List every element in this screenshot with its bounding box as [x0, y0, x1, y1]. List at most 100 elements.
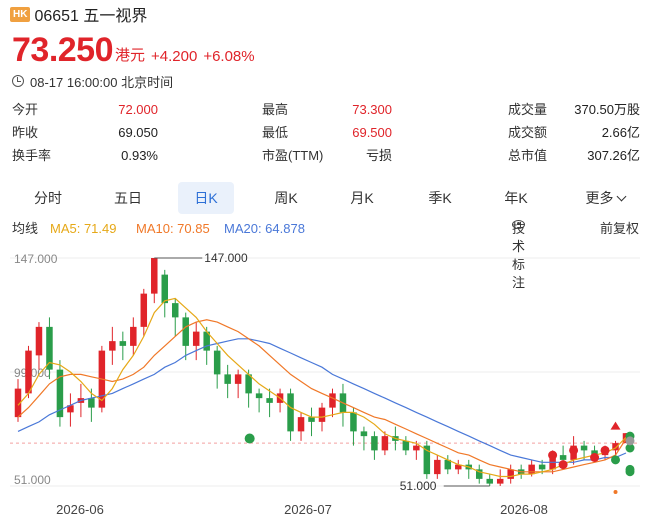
y-tick-label: 99.000	[14, 366, 51, 380]
candle-body	[538, 464, 546, 470]
stock-header: HK 06651 五一视界	[10, 4, 148, 25]
candle-body	[444, 459, 452, 470]
event-marker	[548, 450, 558, 460]
candle-body	[255, 393, 263, 399]
kline-chart[interactable]: 147.000 99.000 51.000 147.000 51.000 2026-06 2…	[0, 240, 650, 523]
clock-icon	[12, 75, 24, 87]
ma-label: 均线	[12, 221, 39, 236]
candle-body	[402, 440, 410, 451]
event-marker	[590, 453, 600, 462]
candle-body	[297, 417, 305, 432]
candle-body	[475, 469, 483, 479]
candle-body	[119, 341, 127, 346]
ma5-value: MA5: 71.49	[50, 221, 117, 236]
event-marker	[625, 443, 635, 453]
high-label: 最高	[262, 102, 289, 117]
tab-intraday[interactable]: 分时	[34, 190, 62, 206]
candle-body	[46, 326, 53, 370]
candle-body	[360, 431, 368, 437]
tab-more-label: 更多	[585, 190, 614, 206]
candle-body	[35, 326, 43, 356]
chevron-down-icon	[616, 191, 626, 202]
candle-body	[234, 374, 242, 384]
event-marker	[613, 489, 618, 494]
candle-body	[308, 417, 315, 422]
market-cap-value: 307.26亿	[587, 148, 640, 163]
candle-body	[486, 478, 493, 484]
event-marker	[611, 455, 621, 465]
candle-body	[25, 350, 32, 394]
candle-body	[381, 436, 389, 451]
tab-monthly-k[interactable]: 月K	[350, 190, 374, 206]
turnover-label: 成交额	[508, 125, 548, 140]
candle-body	[192, 331, 200, 346]
candle-body	[245, 374, 252, 394]
tab-quarterly-k[interactable]: 季K	[428, 190, 452, 206]
candle-body	[612, 443, 619, 451]
candle-body	[151, 258, 158, 294]
x-tick-label: 2026-08	[500, 502, 548, 517]
candle-body	[413, 445, 420, 451]
ma20-value: MA20: 64.878	[224, 221, 305, 236]
tab-more[interactable]: 更多	[570, 182, 640, 214]
candle-body	[266, 398, 273, 403]
tab-weekly-k[interactable]: 周K	[274, 190, 298, 206]
adjust-mode-button[interactable]: 前复权	[600, 221, 640, 236]
ma20-line	[17, 338, 627, 463]
candle-body	[350, 412, 357, 432]
quote-time-row: 08-17 16:00:00 北京时间	[12, 72, 173, 90]
turnover-value: 2.66亿	[601, 125, 640, 140]
currency-label: 港元	[115, 47, 146, 64]
tech-marks-label: 技术标注	[512, 221, 526, 290]
candle-body	[109, 341, 116, 351]
ma10-line	[17, 319, 627, 473]
volume-value: 370.50万股	[574, 102, 640, 117]
tab-yearly-k[interactable]: 年K	[504, 190, 528, 206]
pe-label: 市盈(TTM)	[262, 148, 324, 163]
candle-body	[224, 374, 231, 384]
event-marker	[244, 433, 255, 444]
candle-body	[423, 445, 431, 475]
candle-body	[329, 393, 336, 408]
stats-row: 今开 72.000 最高 73.300 成交量 370.50万股	[12, 100, 642, 120]
candle-body	[203, 331, 210, 351]
candle-body	[56, 369, 64, 418]
event-marker	[558, 460, 568, 470]
quote-timestamp: 08-17 16:00:00 北京时间	[30, 74, 174, 90]
candle-body	[287, 393, 294, 432]
candle-body	[67, 405, 74, 413]
candle-body	[371, 436, 378, 451]
last-price: 73.250	[12, 31, 114, 69]
candle-body	[171, 303, 179, 318]
candle-body	[130, 326, 137, 346]
candle-body	[88, 398, 95, 408]
min-price-label: 51.000	[400, 479, 437, 493]
prev-close-label: 昨收	[12, 125, 39, 140]
candle-body	[455, 464, 462, 470]
tab-daily-k[interactable]: 日K	[178, 182, 234, 214]
pe-value: 亏损	[365, 148, 392, 163]
market-cap-label: 总市值	[508, 148, 548, 163]
candle-body	[591, 450, 598, 456]
candle-body	[14, 388, 22, 418]
candle-body	[434, 459, 441, 475]
eye-icon	[512, 220, 525, 229]
low-value: 69.500	[352, 125, 392, 140]
x-tick-label: 2026-06	[56, 502, 104, 517]
turnover-rate-value: 0.93%	[121, 148, 158, 163]
max-price-label: 147.000	[204, 251, 248, 265]
stock-title: 06651 五一视界	[34, 8, 148, 25]
open-label: 今开	[12, 102, 39, 117]
quote-row: 73.250 港元 +4.200 +6.08%	[12, 28, 255, 68]
candle-body	[496, 478, 504, 484]
event-marker	[625, 436, 635, 446]
tab-five-day[interactable]: 五日	[114, 190, 142, 206]
y-tick-label: 147.000	[14, 252, 58, 266]
candle-body	[140, 293, 148, 327]
ma5-line	[17, 297, 627, 478]
event-marker	[625, 467, 635, 477]
high-value: 73.300	[352, 102, 392, 117]
candle-body	[559, 455, 567, 460]
ma-legend-bar: 均线 MA5: 71.49 MA10: 70.85 MA20: 64.878 技…	[12, 220, 642, 290]
candle-body	[182, 317, 189, 346]
